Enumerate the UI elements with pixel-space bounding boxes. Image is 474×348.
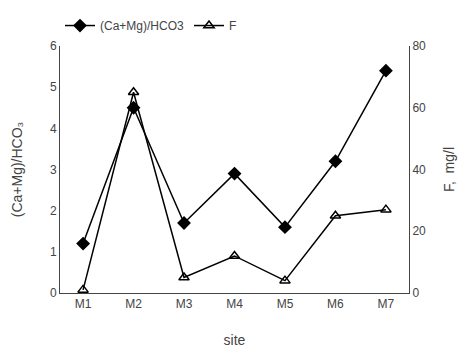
svg-text:M3: M3 bbox=[176, 297, 193, 311]
svg-text:20: 20 bbox=[412, 224, 426, 238]
svg-text:M4: M4 bbox=[226, 297, 243, 311]
svg-text:(Ca+Mg)/HCO3: (Ca+Mg)/HCO3 bbox=[100, 19, 184, 33]
svg-text:M7: M7 bbox=[378, 297, 395, 311]
svg-text:3: 3 bbox=[50, 163, 57, 177]
svg-text:6: 6 bbox=[50, 39, 57, 53]
svg-text:M2: M2 bbox=[125, 297, 142, 311]
svg-text:0: 0 bbox=[50, 286, 57, 300]
svg-text:(Ca+Mg)/HCO₃: (Ca+Mg)/HCO₃ bbox=[9, 122, 25, 218]
svg-text:M1: M1 bbox=[75, 297, 92, 311]
svg-text:M5: M5 bbox=[277, 297, 294, 311]
svg-text:1: 1 bbox=[50, 245, 57, 259]
svg-text:60: 60 bbox=[412, 101, 426, 115]
svg-text:F, mg/l: F, mg/l bbox=[441, 147, 457, 192]
svg-text:0: 0 bbox=[412, 286, 419, 300]
svg-text:site: site bbox=[224, 332, 246, 348]
svg-text:40: 40 bbox=[412, 163, 426, 177]
svg-text:80: 80 bbox=[412, 39, 426, 53]
svg-text:2: 2 bbox=[50, 204, 57, 218]
svg-text:5: 5 bbox=[50, 80, 57, 94]
svg-text:F: F bbox=[229, 19, 236, 33]
svg-text:M6: M6 bbox=[327, 297, 344, 311]
svg-text:4: 4 bbox=[50, 122, 57, 136]
